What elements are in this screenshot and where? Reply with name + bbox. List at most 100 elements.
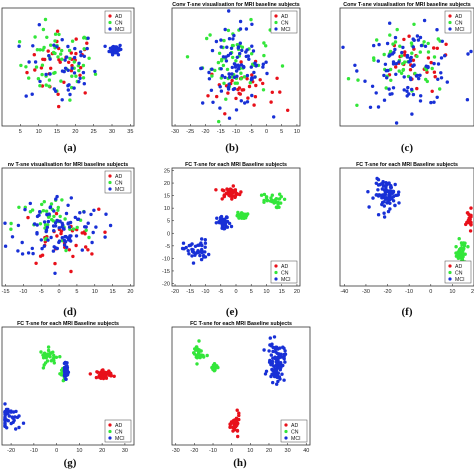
point-mci: [66, 203, 70, 207]
point-mci: [383, 192, 388, 197]
point-mci: [283, 349, 287, 353]
legend-label-ad: AD: [281, 264, 288, 270]
point-cn: [248, 81, 252, 85]
point-ad: [106, 371, 110, 376]
legend-marker-ad: [448, 264, 452, 268]
point-mci: [385, 41, 390, 46]
point-mci: [251, 49, 256, 53]
point-mci: [238, 27, 243, 31]
point-mci: [406, 85, 410, 90]
point-ad: [62, 80, 66, 85]
point-cn: [74, 74, 78, 78]
point-ad: [403, 53, 407, 57]
point-mci: [382, 98, 387, 102]
point-mci: [3, 409, 7, 414]
legend-marker-mci: [108, 436, 112, 440]
point-mci: [380, 196, 384, 200]
point-mci: [386, 209, 391, 214]
point-mci: [119, 47, 123, 52]
point-mci: [283, 352, 288, 356]
point-ad: [402, 37, 406, 42]
point-ad: [67, 60, 71, 64]
point-mci: [231, 37, 235, 41]
point-cn: [410, 51, 414, 55]
point-mci: [187, 252, 191, 256]
legend-label-ad: AD: [281, 14, 288, 20]
x-tick-label: -15: [2, 289, 10, 295]
point-mci: [65, 245, 69, 249]
point-mci: [411, 45, 415, 49]
panel-title: Conv T-sne visualisation for MRI baselin…: [343, 2, 471, 8]
panel-title: FC T-sne for each MRI Baseline subjects: [17, 321, 119, 327]
point-mci: [240, 48, 244, 53]
point-mci: [23, 207, 27, 212]
point-cn: [48, 351, 52, 355]
point-mci: [9, 421, 13, 426]
point-cn: [53, 39, 57, 43]
legend-label-mci: MCI: [115, 187, 125, 193]
point-ad: [278, 90, 282, 94]
point-cn: [81, 63, 86, 68]
point-cn: [426, 41, 430, 46]
point-mci: [222, 227, 226, 231]
point-cn: [461, 252, 466, 256]
point-ad: [250, 73, 254, 77]
point-mci: [211, 100, 215, 105]
point-ad: [468, 229, 473, 233]
point-mci: [193, 244, 198, 248]
point-mci: [45, 225, 50, 229]
x-tick-label: 20: [72, 129, 78, 135]
point-ad: [80, 231, 84, 235]
point-cn: [9, 227, 13, 231]
point-mci: [246, 54, 250, 58]
point-ad: [425, 70, 429, 74]
point-mci: [86, 221, 90, 225]
point-mci: [77, 61, 81, 65]
legend-marker-ad: [108, 423, 112, 427]
point-mci: [269, 353, 273, 357]
point-mci: [48, 205, 52, 210]
point-mci: [81, 70, 86, 75]
point-mci: [199, 66, 203, 71]
point-mci: [385, 189, 389, 193]
point-mci: [218, 85, 222, 89]
point-ad: [433, 75, 437, 79]
point-ad: [253, 95, 258, 99]
point-mci: [63, 66, 68, 71]
point-ad: [55, 234, 59, 238]
point-ad: [26, 215, 30, 220]
point-mci: [103, 235, 107, 239]
point-mci: [74, 234, 79, 238]
point-cn: [196, 349, 201, 353]
point-cn: [38, 222, 43, 226]
panel-label: (d): [63, 306, 77, 318]
point-mci: [82, 210, 86, 214]
point-cn: [39, 350, 43, 354]
point-mci: [72, 71, 77, 75]
point-mci: [353, 63, 357, 67]
point-ad: [261, 81, 265, 86]
point-cn: [278, 192, 282, 196]
x-tick-label: 20: [294, 289, 300, 295]
point-mci: [190, 254, 194, 258]
point-mci: [262, 348, 266, 352]
point-mci: [245, 73, 250, 78]
point-mci: [264, 60, 268, 64]
point-mci: [415, 34, 420, 38]
x-tick-label: 5: [19, 129, 22, 135]
point-mci: [197, 243, 202, 247]
point-ad: [56, 92, 60, 97]
panel-label: (c): [401, 142, 414, 154]
point-cn: [195, 356, 199, 360]
point-mci: [214, 221, 218, 225]
point-cn: [199, 354, 203, 358]
point-mci: [62, 243, 67, 247]
point-mci: [439, 56, 444, 60]
panel-label: (a): [64, 142, 77, 154]
x-tick-label: -15: [186, 289, 194, 295]
point-mci: [186, 249, 190, 253]
point-ad: [53, 261, 57, 266]
point-cn: [391, 42, 395, 46]
